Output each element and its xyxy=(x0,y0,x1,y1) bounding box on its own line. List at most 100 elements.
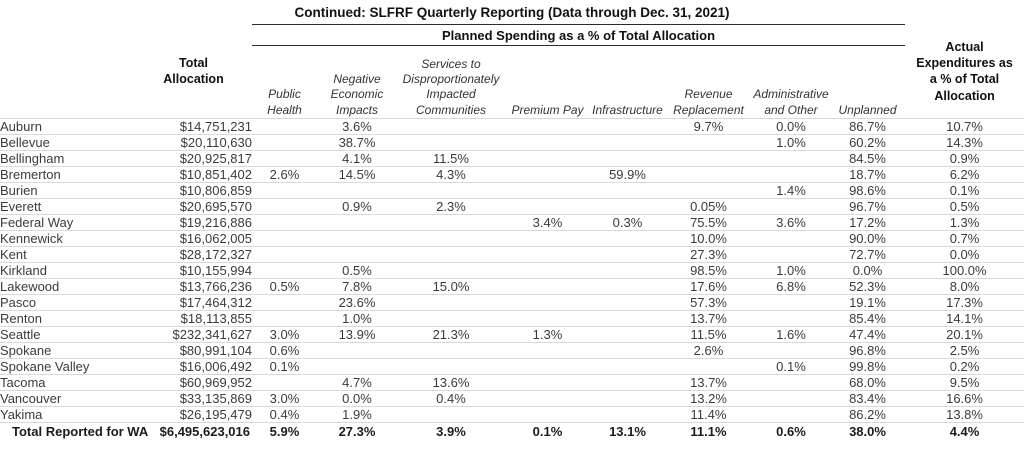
value-cell xyxy=(752,246,830,263)
value-cell: 1.0% xyxy=(752,262,830,279)
value-cell xyxy=(752,150,830,167)
value-cell: 1.3% xyxy=(505,326,590,343)
group-header-planned-spending: Planned Spending as a % of Total Allocat… xyxy=(252,24,906,46)
value-cell: 7.8% xyxy=(317,278,397,295)
value-cell xyxy=(590,342,665,359)
column-header-premium-pay: Premium Pay xyxy=(505,45,590,119)
value-cell xyxy=(317,342,397,359)
value-cell: 0.5% xyxy=(905,198,1024,215)
value-cell xyxy=(590,134,665,151)
table-row: Vancouver $33,135,869 3.0% 0.0% 0.4% 13.2% 83.… xyxy=(0,390,1024,407)
city-cell: Kennewick xyxy=(0,230,135,247)
value-cell: $10,806,859 xyxy=(135,182,252,199)
value-cell: 1.4% xyxy=(752,182,830,199)
value-cell: 0.5% xyxy=(317,262,397,279)
value-cell: 98.5% xyxy=(665,262,752,279)
table-row: Kirkland $10,155,994 0.5% 98.5% 1.0% 0.0% 100.… xyxy=(0,262,1024,279)
value-cell: 4.7% xyxy=(317,374,397,391)
city-cell: Vancouver xyxy=(0,390,135,407)
column-header-label: Public Health xyxy=(267,87,302,117)
city-cell: Bellingham xyxy=(0,150,135,167)
value-cell xyxy=(397,182,505,199)
value-cell: 100.0% xyxy=(905,262,1024,279)
value-cell: $20,695,570 xyxy=(135,198,252,215)
column-header-actual-expenditures: Actual Expenditures as a % of Total Allo… xyxy=(905,24,1024,119)
value-cell xyxy=(752,406,830,423)
table-row: Bellevue $20,110,630 38.7% 1.0% 60.2% 14.3% xyxy=(0,134,1024,151)
value-cell xyxy=(252,310,317,327)
value-cell: 98.6% xyxy=(830,182,906,199)
column-header-administrative-and-other: Administrative and Other xyxy=(752,45,830,119)
value-cell: $60,969,952 xyxy=(135,374,252,391)
value-cell: 0.05% xyxy=(665,198,752,215)
value-cell: $33,135,869 xyxy=(135,390,252,407)
value-cell xyxy=(505,262,590,279)
column-header-revenue-replacement: Revenue Replacement xyxy=(665,45,752,119)
value-cell xyxy=(252,134,317,151)
city-cell: Auburn xyxy=(0,118,135,135)
value-cell: 3.0% xyxy=(252,326,317,343)
column-header-label: Total Allocation xyxy=(163,56,224,87)
value-cell xyxy=(505,134,590,151)
value-cell: 0.0% xyxy=(317,390,397,407)
data-table: Total Allocation Planned Spending as a %… xyxy=(0,24,1024,439)
value-cell: 0.6% xyxy=(776,423,806,439)
value-cell: 13.9% xyxy=(317,326,397,343)
value-cell xyxy=(752,198,830,215)
value-cell: 8.0% xyxy=(905,278,1024,295)
value-cell: 0.0% xyxy=(752,118,830,135)
value-cell xyxy=(317,358,397,375)
value-cell: $6,495,623,016 xyxy=(159,423,250,439)
value-cell xyxy=(505,150,590,167)
column-header-total-allocation: Total Allocation xyxy=(135,24,252,119)
city-cell: Yakima xyxy=(0,406,135,423)
value-cell: $16,006,492 xyxy=(135,358,252,375)
value-cell xyxy=(505,342,590,359)
table-body: Auburn $14,751,231 3.6% 9.7% 0.0% 86.7% 10.7% B… xyxy=(0,118,1024,423)
value-cell: 0.1% xyxy=(752,358,830,375)
value-cell: 13.1% xyxy=(609,423,646,439)
value-cell xyxy=(505,390,590,407)
value-cell: 57.3% xyxy=(665,294,752,311)
value-cell: 14.3% xyxy=(905,134,1024,151)
value-cell xyxy=(505,230,590,247)
value-cell: $232,341,627 xyxy=(135,326,252,343)
value-cell: $10,155,994 xyxy=(135,262,252,279)
table-footer: Total Reported for WA $6,495,623,016 5.9% 2… xyxy=(0,423,1024,440)
value-cell xyxy=(252,214,317,231)
value-cell xyxy=(665,150,752,167)
city-cell: Lakewood xyxy=(0,278,135,295)
column-header-label: Actual Expenditures as a % of Total Allo… xyxy=(916,39,1013,103)
value-cell xyxy=(252,150,317,167)
value-cell: 9.7% xyxy=(665,118,752,135)
value-cell xyxy=(505,166,590,183)
table-row: Kennewick $16,062,005 10.0% 90.0% 0.7% xyxy=(0,230,1024,247)
value-cell: 84.5% xyxy=(830,150,906,167)
column-header-row: Public Health Negative Economic Impacts … xyxy=(0,45,1024,119)
value-cell xyxy=(665,182,752,199)
value-cell: 0.4% xyxy=(252,406,317,423)
value-cell: 20.1% xyxy=(905,326,1024,343)
value-cell: $13,766,236 xyxy=(135,278,252,295)
value-cell: 0.1% xyxy=(532,423,563,439)
city-cell: Renton xyxy=(0,310,135,327)
value-cell: 21.3% xyxy=(397,326,505,343)
value-cell xyxy=(252,198,317,215)
value-cell: 85.4% xyxy=(830,310,906,327)
value-cell: 96.8% xyxy=(830,342,906,359)
value-cell: 0.4% xyxy=(397,390,505,407)
value-cell xyxy=(252,262,317,279)
table-row: Spokane Valley $16,006,492 0.1% 0.1% 99.8% 0.… xyxy=(0,358,1024,375)
value-cell xyxy=(252,246,317,263)
value-cell: 11.5% xyxy=(665,326,752,343)
city-cell: Bremerton xyxy=(0,166,135,183)
value-cell: 68.0% xyxy=(830,374,906,391)
value-cell xyxy=(505,406,590,423)
value-cell xyxy=(397,310,505,327)
value-cell: 17.3% xyxy=(905,294,1024,311)
value-cell: 9.5% xyxy=(905,374,1024,391)
table-row: Renton $18,113,855 1.0% 13.7% 85.4% 14.1% xyxy=(0,310,1024,327)
value-cell xyxy=(505,294,590,311)
value-cell xyxy=(590,390,665,407)
value-cell: 5.9% xyxy=(269,423,300,439)
